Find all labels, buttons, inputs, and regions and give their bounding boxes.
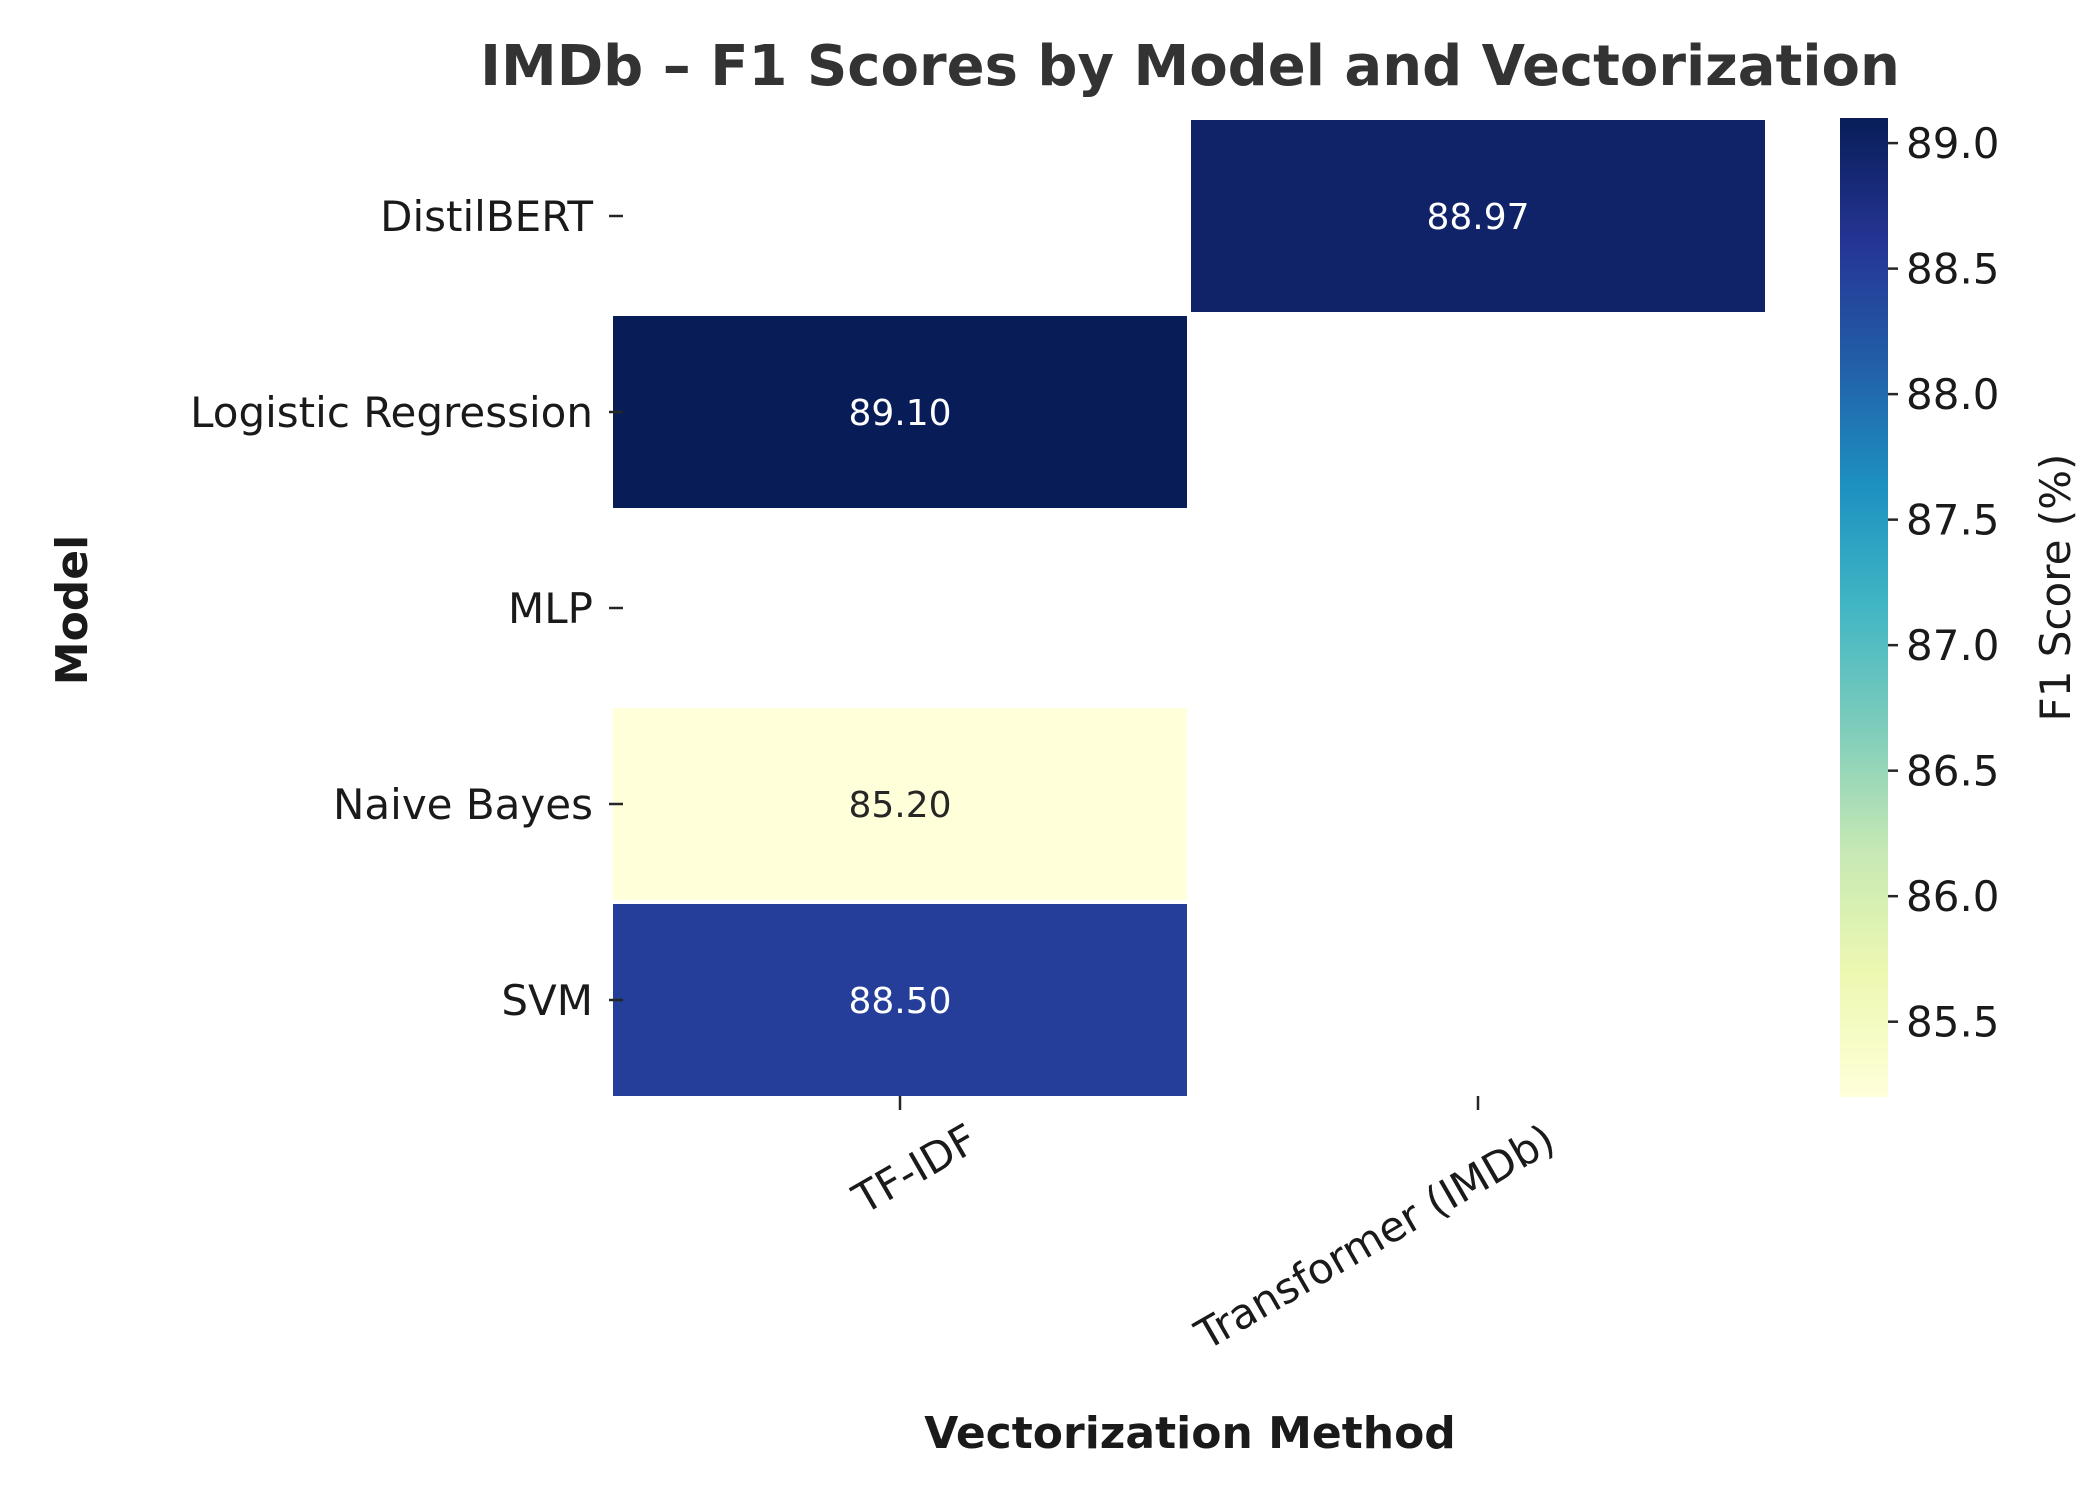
colorbar: 85.5 86.0 86.5 87.0 87.5 88.0 88.5 89.0 F1 Scor… — [1840, 118, 2080, 1097]
colorbar-tick-label: 88.5 — [1906, 245, 2000, 294]
cell-value-label: 85.20 — [848, 785, 951, 826]
heatmap-cells: 88.97 89.10 85.20 88.50 — [613, 120, 1765, 1096]
heatmap-cell — [613, 904, 1187, 1096]
y-tick-label: MLP — [508, 584, 593, 633]
x-tick-label: Transformer (IMDb) — [1186, 1114, 1563, 1360]
cell-value-label: 88.97 — [1426, 197, 1529, 238]
cell-value-label: 89.10 — [848, 393, 951, 434]
y-tick-label: Naive Bayes — [333, 780, 593, 829]
chart-title: IMDb – F1 Scores by Model and Vectorizat… — [480, 34, 1900, 99]
y-tick-label: SVM — [501, 976, 593, 1025]
y-tick-label: DistilBERT — [380, 192, 593, 241]
x-axis-label: Vectorization Method — [924, 1408, 1456, 1459]
colorbar-tick-label: 86.0 — [1906, 872, 2000, 921]
colorbar-tick-label: 87.5 — [1906, 496, 2000, 545]
colorbar-tick-label: 87.0 — [1906, 621, 2000, 670]
heatmap-cell — [613, 708, 1187, 900]
y-tick-label: Logistic Regression — [190, 388, 593, 437]
x-tick-label: TF-IDF — [844, 1114, 985, 1224]
cell-value-label: 88.50 — [848, 981, 951, 1022]
x-axis-ticks: TF-IDF Transformer (IMDb) — [844, 1096, 1563, 1360]
colorbar-ticks: 85.5 86.0 86.5 87.0 87.5 88.0 88.5 89.0 — [1888, 119, 2000, 1047]
heatmap-cell — [613, 316, 1187, 508]
colorbar-tick-label: 89.0 — [1906, 119, 2000, 168]
colorbar-tick-label: 88.0 — [1906, 370, 2000, 419]
colorbar-tick-label: 85.5 — [1906, 998, 2000, 1047]
colorbar-gradient — [1840, 118, 1888, 1097]
colorbar-tick-label: 86.5 — [1906, 747, 2000, 796]
y-axis-ticks: DistilBERT Logistic Regression MLP Naive Ba… — [190, 192, 623, 1025]
y-axis-label: Model — [47, 535, 98, 685]
colorbar-label: F1 Score (%) — [2031, 454, 2080, 722]
heatmap-cell — [1191, 120, 1765, 312]
